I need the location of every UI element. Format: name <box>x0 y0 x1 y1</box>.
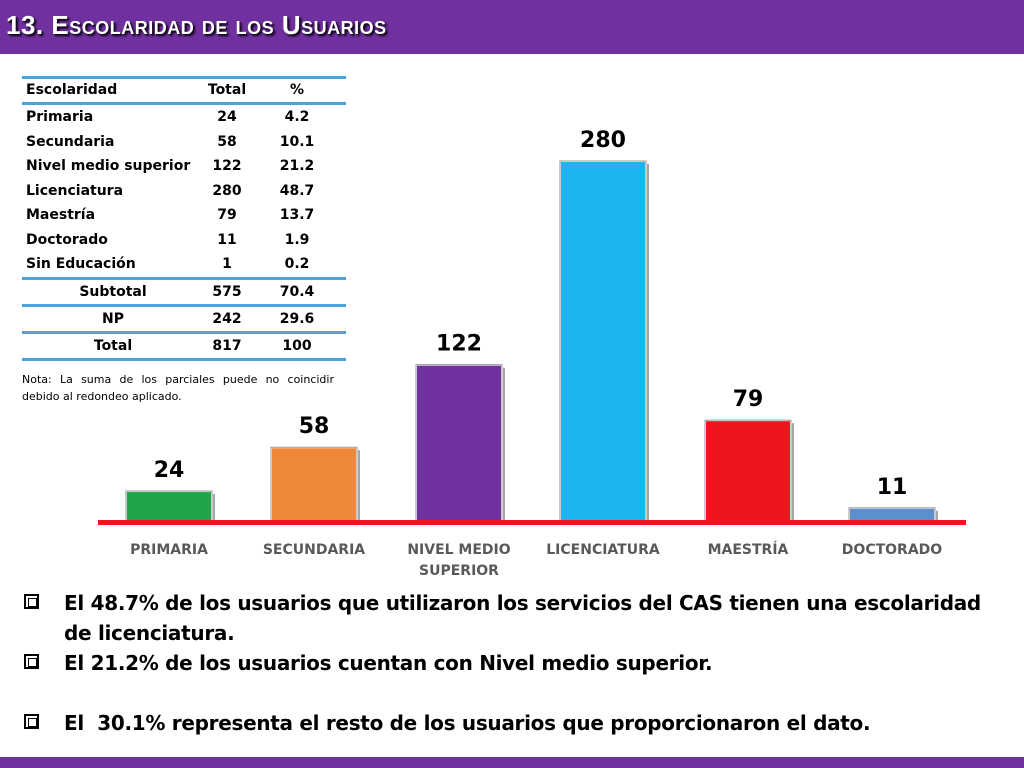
bar <box>704 419 792 523</box>
tick-label: NIVEL MEDIO SUPERIOR <box>407 542 510 579</box>
table-row: Maestría 79 13.7 <box>22 204 346 228</box>
data-label: 79 <box>733 387 764 412</box>
table-cell: 13.7 <box>279 207 315 223</box>
bar <box>125 490 213 523</box>
table-cell: 817 <box>212 338 242 354</box>
table-cell: 29.6 <box>279 311 315 327</box>
table-row: Doctorado 11 1.9 <box>22 229 346 253</box>
table-cell: 1.9 <box>284 231 310 248</box>
table-cell: 280 <box>212 182 242 199</box>
table-cell: Subtotal <box>79 284 147 300</box>
table-cell: % <box>289 82 305 98</box>
table-summary-rule <box>22 304 346 307</box>
bar <box>559 160 647 523</box>
table-cell: Doctorado <box>26 231 108 248</box>
table-summary-row: Subtotal 575 70.4 <box>22 281 346 305</box>
table-cell: Nivel medio superior <box>26 158 191 174</box>
tick-label: PRIMARIA <box>130 542 208 558</box>
table-cell: Primaria <box>26 109 94 125</box>
footer-bar <box>0 757 1024 768</box>
data-label: 24 <box>154 458 185 483</box>
table-cell: 79 <box>217 207 237 223</box>
tick-label: LICENCIATURA <box>546 542 660 558</box>
table-cell: Total <box>207 82 247 98</box>
table-cell: 1 <box>222 256 232 272</box>
table-cell: Maestría <box>26 207 96 223</box>
table-cell: 10.1 <box>279 133 315 150</box>
title-bar: 13. Escolaridad de los Usuarios <box>0 0 1024 54</box>
table-cell: 122 <box>212 158 242 174</box>
table-row: Secundaria 58 10.1 <box>22 131 346 155</box>
checkbox-bullet-icon <box>24 714 39 729</box>
table-note: Nota: La suma de los parciales puede no … <box>22 373 334 403</box>
table-summary-row: NP 242 29.6 <box>22 308 346 332</box>
bullet-text: El 21.2% de los usuarios cuentan con Niv… <box>64 651 713 675</box>
table-cell: 24 <box>217 109 237 125</box>
table-cell: 0.2 <box>284 256 310 272</box>
table-cell: NP <box>102 311 124 327</box>
table-cell: 575 <box>212 284 242 300</box>
page-title: 13. Escolaridad de los Usuarios <box>6 10 387 40</box>
table-cell: 242 <box>212 311 242 327</box>
table-cell: Total <box>93 338 133 354</box>
checkbox-bullet-icon <box>24 654 39 669</box>
data-label: 122 <box>436 332 482 357</box>
bar <box>848 506 936 524</box>
data-label: 58 <box>299 414 330 439</box>
bar <box>415 363 503 524</box>
table-row: Nivel medio superior 122 21.2 <box>22 155 346 179</box>
bullet-text: El 30.1% representa el resto de los usua… <box>64 711 871 735</box>
table-cell: 58 <box>217 133 237 150</box>
table-cell: Secundaria <box>26 133 115 150</box>
table-cell: 4.2 <box>284 109 310 125</box>
table-header-rule <box>22 102 346 105</box>
data-label: 11 <box>877 475 908 500</box>
education-bar-chart: 24 58 122 280 79 11 PRIMARIA SECUNDARIA NIVEL ME… <box>98 128 966 579</box>
tick-label: SECUNDARIA <box>263 542 365 558</box>
table-cell: 21.2 <box>279 158 315 174</box>
table-row: Primaria 24 4.2 <box>22 106 346 130</box>
table-summary-rule <box>22 331 346 334</box>
checkbox-bullet-icon <box>24 594 39 609</box>
table-summary-rule <box>22 277 346 280</box>
table-cell: Escolaridad <box>26 82 118 98</box>
table-summary-rule <box>22 358 346 361</box>
table-cell: Licenciatura <box>26 182 124 199</box>
tick-label: MAESTRÍA <box>708 541 789 558</box>
bullet-text: El 48.7% de los usuarios que utilizaron … <box>64 591 988 645</box>
table-row: Licenciatura 280 48.7 <box>22 180 346 204</box>
table-summary-row: Total 817 100 <box>22 335 346 359</box>
table-cell: 48.7 <box>279 182 315 199</box>
bar <box>270 446 358 524</box>
table-top-rule <box>22 76 346 79</box>
table-cell: 70.4 <box>279 284 315 300</box>
table-cell: 100 <box>282 338 312 354</box>
tick-label: DOCTORADO <box>842 542 942 558</box>
table-header-row: Escolaridad Total% <box>22 79 346 103</box>
table-row: Sin Educación 1 0.2 <box>22 253 346 277</box>
table-cell: 11 <box>217 231 237 248</box>
data-label: 280 <box>580 128 626 153</box>
table-cell: Sin Educación <box>26 256 136 272</box>
baseline <box>98 520 966 525</box>
